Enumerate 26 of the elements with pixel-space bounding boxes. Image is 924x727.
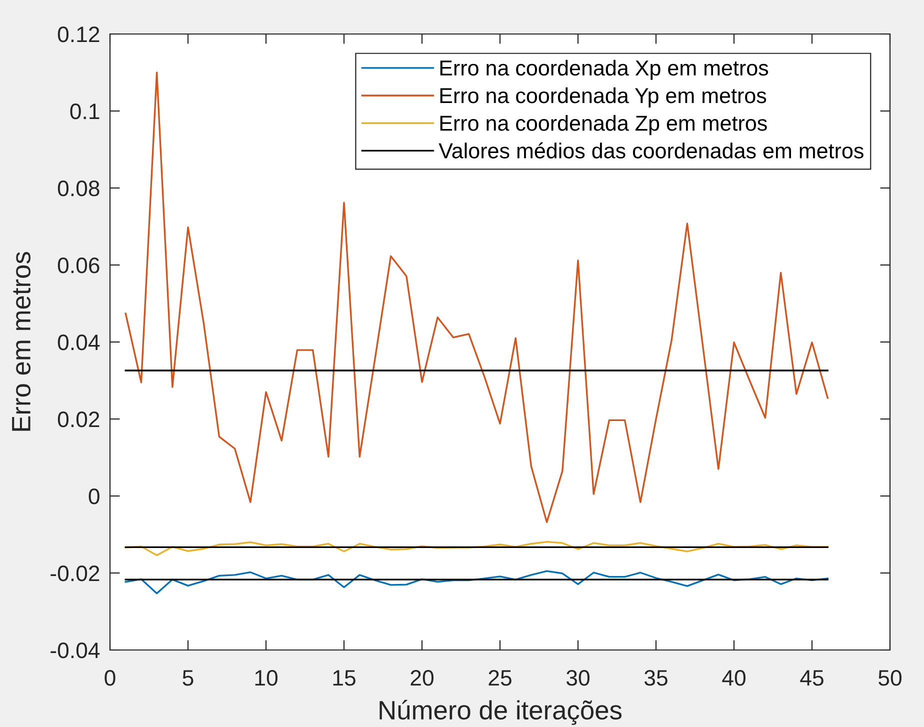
x-tick-label: 45 [800, 670, 824, 686]
y-tick-label: 0.12 [58, 26, 100, 42]
y-axis-title: Erro em metros [12, 252, 31, 431]
legend-label: Erro na coordenada Zp em metros [440, 115, 767, 136]
y-tick-label: 0.08 [58, 180, 100, 196]
x-tick-label: 50 [878, 670, 902, 686]
legend-label: Valores médios das coordenadas em metros [438, 142, 864, 158]
x-tick-label: 35 [644, 670, 668, 686]
x-tick-label: 5 [182, 670, 194, 686]
legend-label: Erro na coordenada Yp em metros [440, 87, 766, 108]
x-axis-title: Número de iterações [380, 700, 622, 725]
y-tick-label: -0.04 [50, 642, 100, 658]
y-tick-label: 0.02 [58, 412, 100, 428]
x-tick-label: 0 [104, 670, 116, 686]
x-tick-label: 30 [566, 670, 590, 686]
x-tick-label: 20 [410, 670, 434, 686]
y-tick-label: -0.02 [50, 566, 100, 582]
x-tick-label: 10 [255, 670, 278, 686]
legend-label: Erro na coordenada Xp em metros [440, 60, 768, 80]
y-tick-label: 0 [88, 488, 100, 504]
y-tick-label: 0.04 [58, 334, 100, 350]
x-tick-label: 40 [722, 670, 746, 686]
x-tick-label: 25 [488, 670, 512, 686]
y-tick-label: 0.06 [58, 258, 100, 274]
x-tick-label: 15 [333, 670, 356, 686]
y-tick-label: 0.1 [70, 104, 100, 120]
